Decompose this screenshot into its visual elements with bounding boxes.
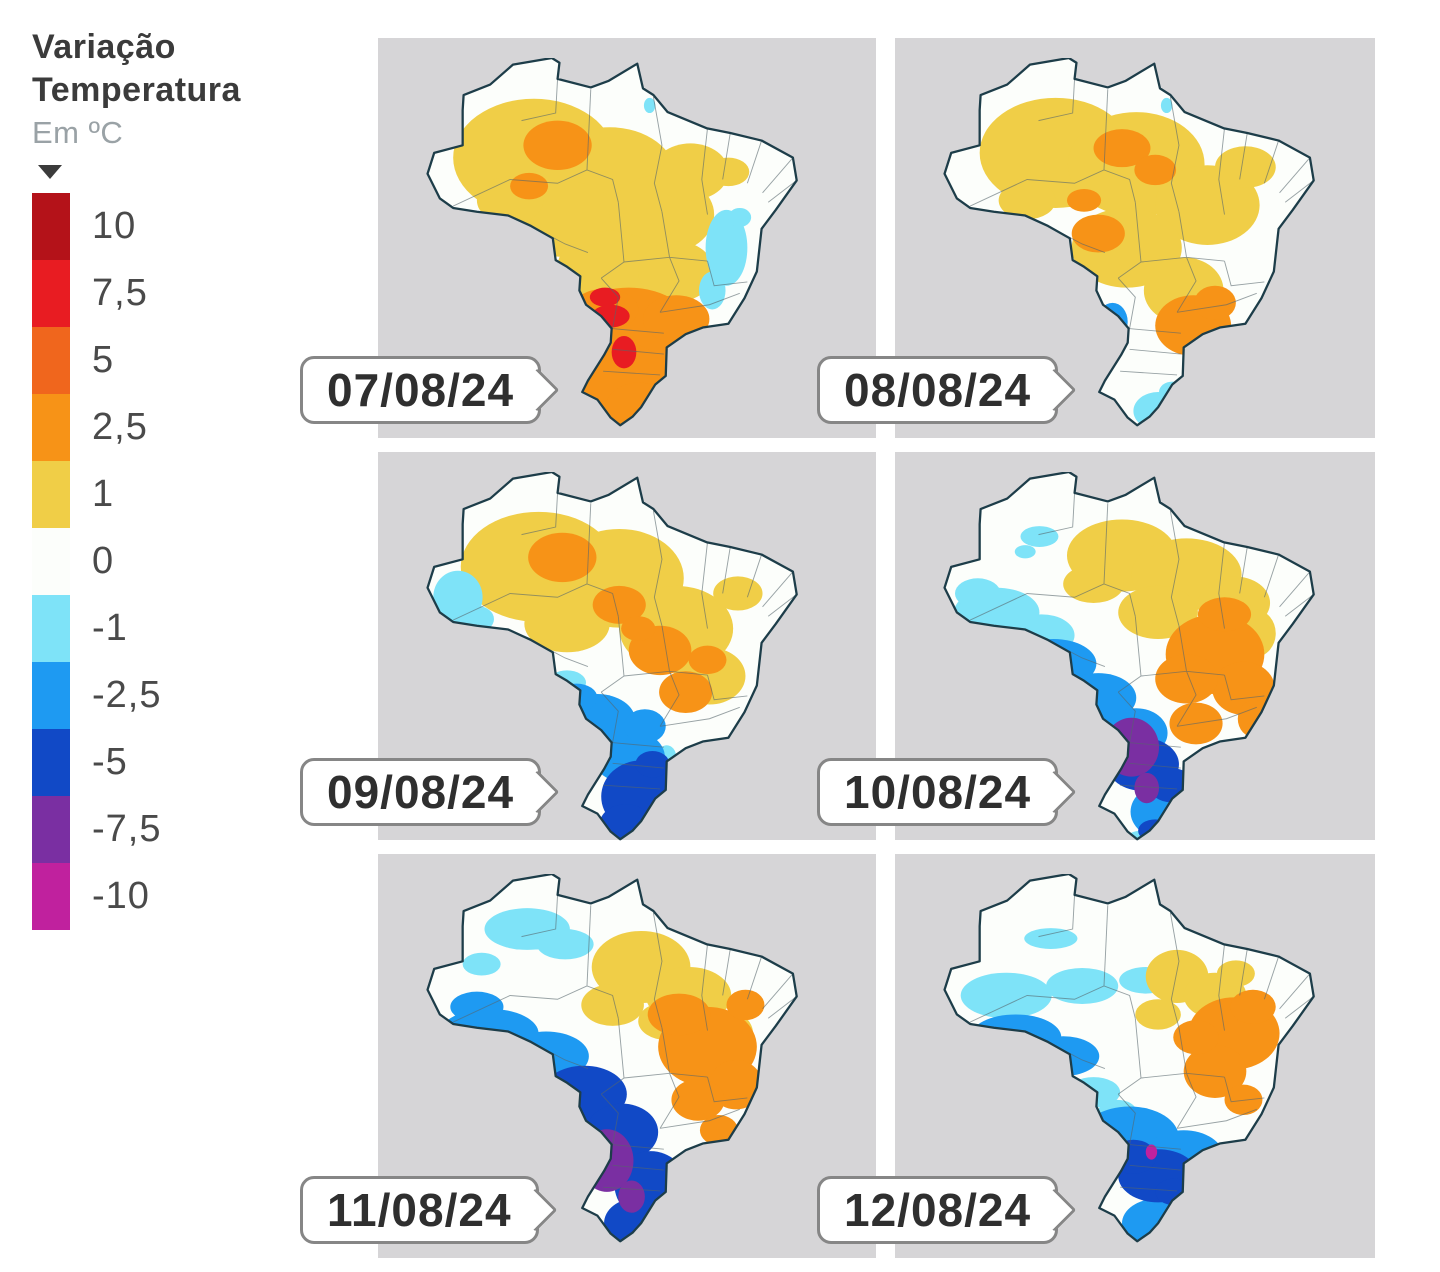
date-text: 11/08/24: [327, 1184, 512, 1236]
date-label-4: 10/08/24: [817, 758, 1077, 826]
anomaly-plus2_5: [1173, 989, 1280, 1116]
map-panel-4: 10/08/24: [817, 452, 1375, 841]
date-label-3: 09/08/24: [300, 758, 560, 826]
legend-title: Variação Temperatura: [32, 26, 332, 111]
legend-stop: -1: [32, 595, 332, 662]
legend-stop: 7,5: [32, 260, 332, 327]
date-text: 12/08/24: [844, 1184, 1032, 1236]
color-swatch: [32, 796, 70, 863]
map-panel-1: 07/08/24: [300, 38, 876, 438]
legend-stop: -2,5: [32, 662, 332, 729]
brazil-map-09-08-24: [426, 472, 798, 841]
legend-unit: Em ºC: [32, 115, 124, 150]
legend-stop: 0: [32, 528, 332, 595]
anomaly-plus2_5: [528, 532, 727, 714]
legend-stop: -10: [32, 863, 332, 930]
color-swatch: [32, 461, 70, 528]
date-label-1: 07/08/24: [300, 356, 560, 424]
color-swatch: [32, 729, 70, 796]
triangle-down-icon: [38, 165, 62, 179]
brazil-map-12-08-24: [943, 874, 1315, 1243]
date-text: 08/08/24: [844, 364, 1032, 416]
color-swatch: [32, 595, 70, 662]
legend-stop: -5: [32, 729, 332, 796]
map-panel-6: 12/08/24: [817, 854, 1375, 1258]
date-text: 07/08/24: [327, 364, 515, 416]
anomaly-minus10: [1145, 1144, 1158, 1160]
date-label-6: 12/08/24: [817, 1176, 1077, 1244]
color-swatch: [32, 528, 70, 595]
anomaly-plus2_5: [1066, 129, 1236, 356]
color-swatch: [32, 863, 70, 930]
map-panel-2: 08/08/24: [817, 38, 1375, 438]
brazil-map-11-08-24: [426, 874, 798, 1243]
anomaly-minus1: [960, 928, 1173, 1123]
legend-stop: 1: [32, 461, 332, 528]
map-panel-3: 09/08/24: [300, 452, 876, 841]
color-swatch: [32, 662, 70, 729]
legend-stop: -7,5: [32, 796, 332, 863]
color-swatch: [32, 260, 70, 327]
anomaly-minus1: [643, 97, 752, 310]
map-panel-5: 11/08/24: [300, 854, 876, 1258]
brazil-map-10-08-24: [943, 472, 1315, 841]
date-label-5: 11/08/24: [300, 1176, 557, 1244]
color-swatch: [32, 193, 70, 260]
brazil-map-08-08-24: [943, 58, 1315, 427]
legend-title-line2: Temperatura: [32, 70, 241, 109]
color-swatch: [32, 394, 70, 461]
color-swatch: [32, 327, 70, 394]
anomaly-plus1: [1135, 949, 1255, 1030]
date-text: 09/08/24: [327, 766, 515, 818]
brazil-map-07-08-24: [426, 58, 798, 427]
date-text: 10/08/24: [844, 766, 1032, 818]
legend-stop: 2,5: [32, 394, 332, 461]
legend: Variação Temperatura Em ºC 10 7,5 5 2,5 …: [32, 26, 332, 930]
legend-stop: 10: [32, 193, 332, 260]
date-label-2: 08/08/24: [817, 356, 1077, 424]
legend-color-bar: 10 7,5 5 2,5 1 0 -1 -2,5 -5 -7,5 -10: [32, 193, 332, 930]
anomaly-plus7_5: [1204, 331, 1224, 347]
legend-stop: 5: [32, 327, 332, 394]
legend-title-line1: Variação: [32, 28, 176, 66]
